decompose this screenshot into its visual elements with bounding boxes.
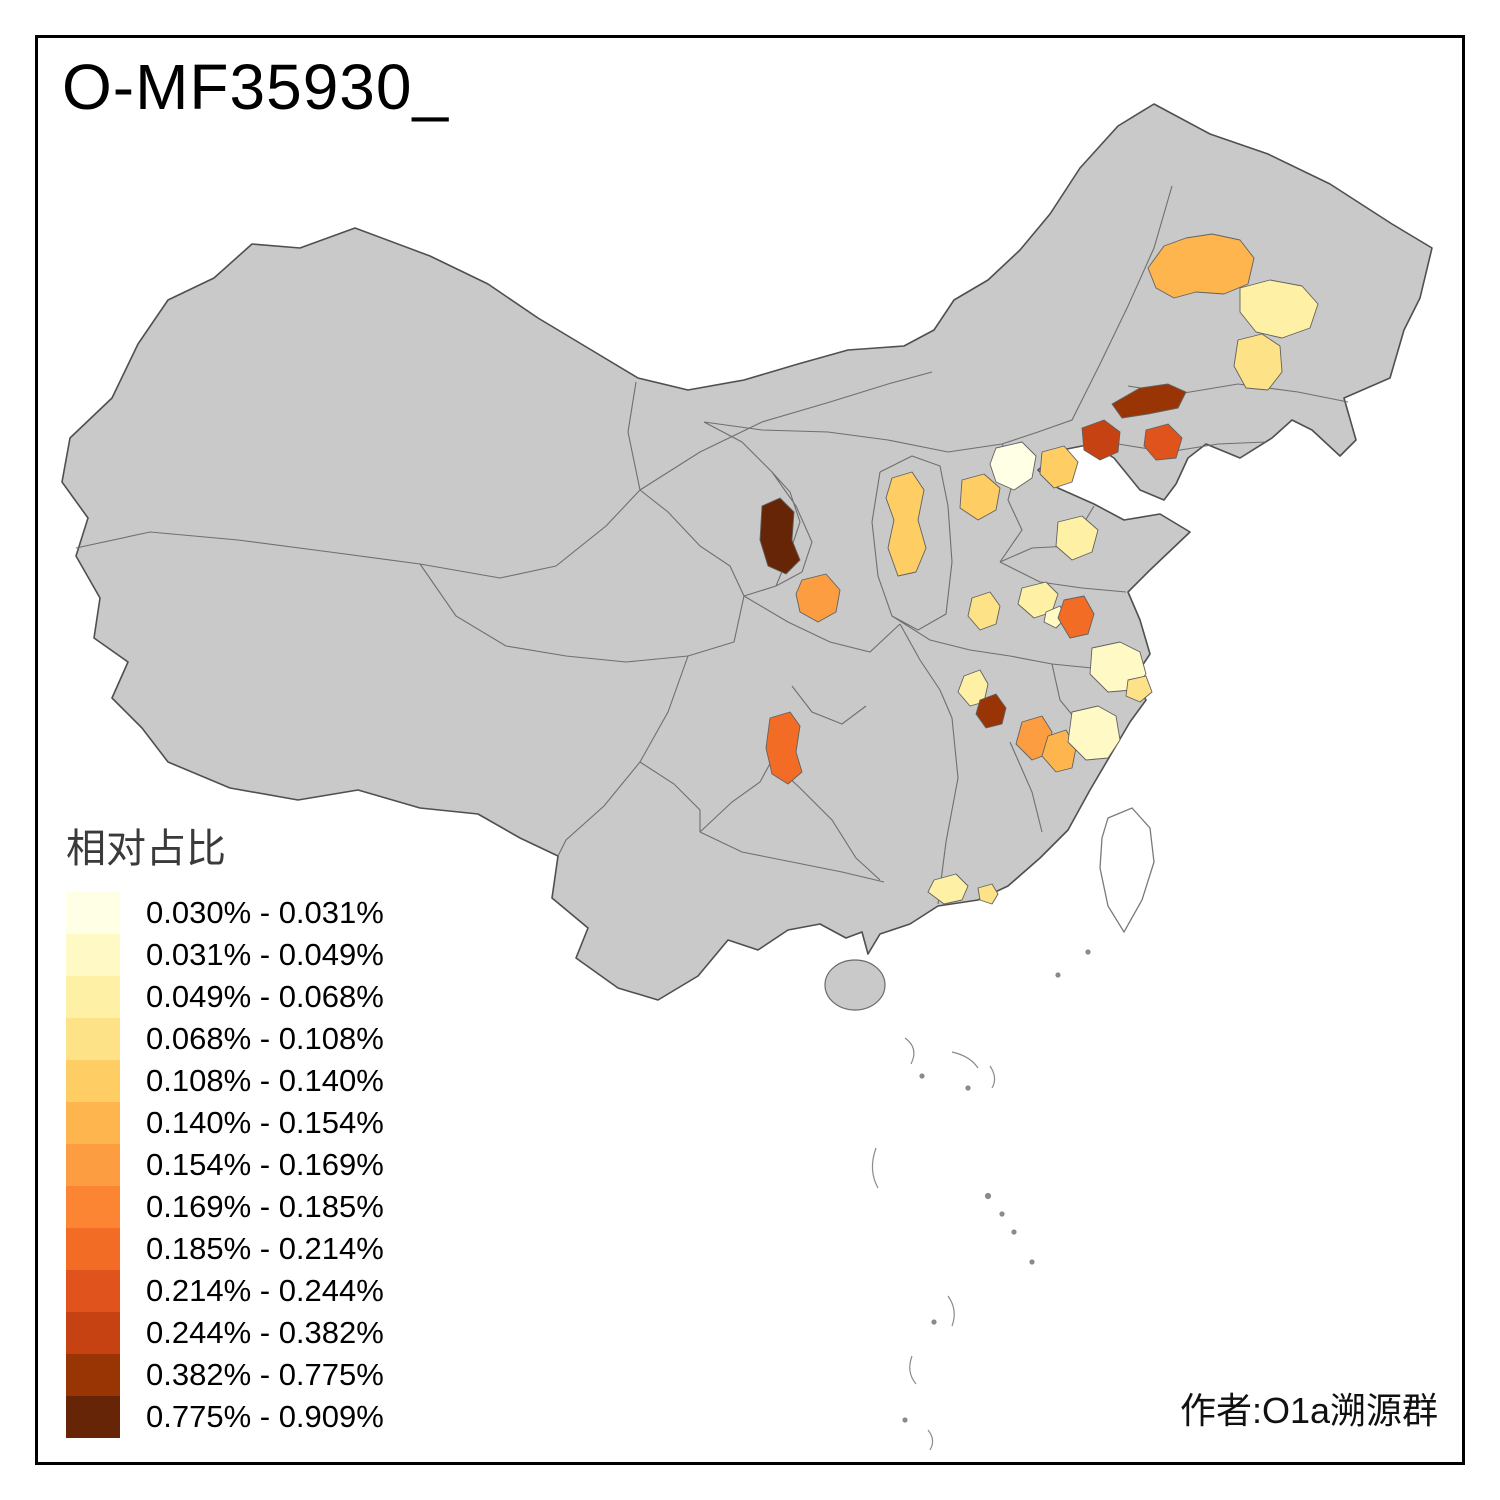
legend-label: 0.068% - 0.108% [146, 1021, 384, 1056]
china-outline [61, 103, 1433, 1001]
legend-item: 0.049% - 0.068% [66, 976, 384, 1018]
hainan-island [824, 959, 886, 1011]
choropleth-region [967, 591, 1001, 631]
choropleth-region [759, 497, 801, 575]
choropleth-region [1067, 705, 1121, 761]
choropleth-region [1041, 729, 1077, 773]
legend-title: 相对占比 [66, 827, 226, 871]
legend-item: 0.775% - 0.909% [66, 1396, 384, 1438]
legend-swatch [66, 934, 120, 976]
choropleth-region [1233, 333, 1283, 391]
choropleth-region [1057, 595, 1095, 639]
legend-item: 0.214% - 0.244% [66, 1270, 384, 1312]
choropleth-regions [759, 233, 1319, 905]
islet-dot [965, 1085, 971, 1091]
legend-item: 0.154% - 0.169% [66, 1144, 384, 1186]
legend-rows: 0.030% - 0.031% 0.031% - 0.049% 0.049% -… [66, 892, 384, 1438]
legend-swatch [66, 1228, 120, 1270]
legend-label: 0.030% - 0.031% [146, 895, 384, 930]
legend-label: 0.185% - 0.214% [146, 1231, 384, 1266]
choropleth-region [795, 573, 841, 623]
legend-swatch [66, 1396, 120, 1438]
legend-item: 0.140% - 0.154% [66, 1102, 384, 1144]
islet-dot [1011, 1229, 1017, 1235]
legend-item: 0.185% - 0.214% [66, 1228, 384, 1270]
legend-item: 0.031% - 0.049% [66, 934, 384, 976]
legend-item: 0.169% - 0.185% [66, 1186, 384, 1228]
legend-item: 0.068% - 0.108% [66, 1018, 384, 1060]
choropleth-region [1147, 233, 1255, 299]
choropleth-region [989, 441, 1037, 491]
legend-label: 0.049% - 0.068% [146, 979, 384, 1014]
choropleth-region [1239, 279, 1319, 339]
page-title: O-MF35930_ [62, 51, 450, 123]
choropleth-region [1111, 383, 1187, 419]
islet-dot [984, 1192, 992, 1200]
taiwan-island [1099, 807, 1155, 934]
legend-swatch [66, 1186, 120, 1228]
legend-label: 0.775% - 0.909% [146, 1399, 384, 1434]
choropleth-region [765, 711, 803, 785]
legend-swatch [66, 1060, 120, 1102]
choropleth-region [1055, 515, 1099, 561]
islet-dot [919, 1073, 925, 1079]
choropleth-region [959, 473, 1001, 521]
legend-item: 0.030% - 0.031% [66, 892, 384, 934]
south-china-sea-islands [871, 949, 1091, 1451]
islet-dot [902, 1417, 908, 1423]
islet-dot [1085, 949, 1091, 955]
choropleth-region [1039, 445, 1079, 489]
legend-label: 0.214% - 0.244% [146, 1273, 384, 1308]
legend-label: 0.108% - 0.140% [146, 1063, 384, 1098]
legend-label: 0.382% - 0.775% [146, 1357, 384, 1392]
islet-dot [931, 1319, 937, 1325]
choropleth-region [885, 471, 927, 577]
legend-swatch [66, 1354, 120, 1396]
legend-swatch [66, 1270, 120, 1312]
legend-swatch [66, 892, 120, 934]
legend-item: 0.244% - 0.382% [66, 1312, 384, 1354]
legend-label: 0.244% - 0.382% [146, 1315, 384, 1350]
islet-dot [1029, 1259, 1035, 1265]
choropleth-region [1081, 419, 1121, 461]
legend-swatch [66, 1144, 120, 1186]
legend-item: 0.108% - 0.140% [66, 1060, 384, 1102]
legend-item: 0.382% - 0.775% [66, 1354, 384, 1396]
legend-label: 0.169% - 0.185% [146, 1189, 384, 1224]
choropleth-region [975, 693, 1007, 729]
legend-swatch [66, 1018, 120, 1060]
legend-label: 0.031% - 0.049% [146, 937, 384, 972]
islet-dot [999, 1211, 1005, 1217]
legend: 相对占比 0.030% - 0.031% 0.031% - 0.049% 0.0… [66, 816, 384, 1438]
choropleth-region [1143, 423, 1183, 461]
choropleth-region [1125, 675, 1153, 703]
legend-swatch [66, 1312, 120, 1354]
choropleth-region [927, 873, 969, 905]
legend-swatch [66, 976, 120, 1018]
legend-swatch [66, 1102, 120, 1144]
islet-dot [1055, 972, 1061, 978]
legend-label: 0.154% - 0.169% [146, 1147, 384, 1182]
choropleth-region [977, 883, 999, 905]
legend-label: 0.140% - 0.154% [146, 1105, 384, 1140]
attribution: 作者:O1a溯源群 [1179, 1390, 1438, 1431]
